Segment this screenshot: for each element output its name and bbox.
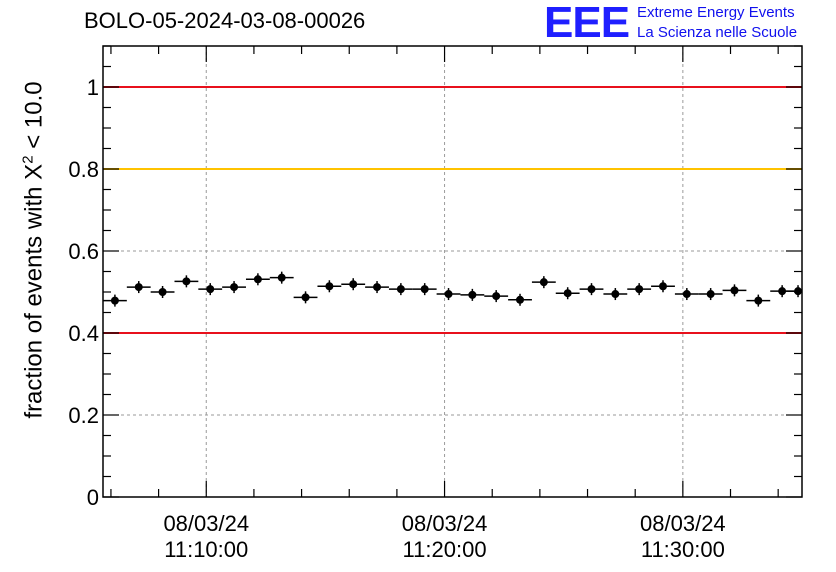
chart-title: BOLO-05-2024-03-08-00026 xyxy=(84,8,366,33)
data-point xyxy=(539,278,548,287)
x-tick-label-date: 08/03/24 xyxy=(163,511,249,536)
x-tick-label-time: 11:20:00 xyxy=(403,537,487,562)
data-point xyxy=(253,275,262,284)
y-tick-label: 0.6 xyxy=(68,239,99,264)
data-point xyxy=(730,286,739,295)
data-point xyxy=(206,285,215,294)
data-point xyxy=(587,285,596,294)
data-point xyxy=(373,283,382,292)
data-point xyxy=(230,283,239,292)
data-point xyxy=(468,290,477,299)
data-point xyxy=(563,289,572,298)
data-point xyxy=(611,290,620,299)
plot-frame xyxy=(102,45,803,498)
data-point xyxy=(420,285,429,294)
data-point xyxy=(635,285,644,294)
data-point xyxy=(492,292,501,301)
logo-text-line-1: Extreme Energy Events xyxy=(637,4,795,21)
data-point xyxy=(325,282,334,291)
eee-logo-mark: EEE xyxy=(544,0,630,47)
data-point xyxy=(349,280,358,289)
data-point xyxy=(110,296,119,305)
data-point xyxy=(754,296,763,305)
logo-text-line-2: La Scienza nelle Scuole xyxy=(637,24,798,41)
eee-logo: EEE Extreme Energy Events La Scienza nel… xyxy=(544,0,836,46)
y-tick-label: 1 xyxy=(87,75,99,100)
data-point xyxy=(277,273,286,282)
data-point xyxy=(778,287,787,296)
data-point xyxy=(396,285,405,294)
data-point xyxy=(158,288,167,296)
data-point xyxy=(682,290,691,299)
data-point xyxy=(794,287,803,296)
data-point xyxy=(658,282,667,291)
data-point xyxy=(706,290,715,299)
data-point xyxy=(134,283,143,292)
x-tick-label-date: 08/03/24 xyxy=(402,511,488,536)
data-point xyxy=(301,293,310,302)
x-tick-label-time: 11:30:00 xyxy=(641,537,725,562)
y-tick-label: 0.2 xyxy=(68,403,99,428)
y-tick-label: 0 xyxy=(87,485,99,510)
x-tick-label-time: 11:10:00 xyxy=(164,537,248,562)
data-point xyxy=(444,290,453,299)
x-tick-label-date: 08/03/24 xyxy=(640,511,726,536)
data-point xyxy=(516,295,525,304)
y-tick-label: 0.4 xyxy=(68,321,99,346)
data-point xyxy=(182,277,191,286)
y-tick-label: 0.8 xyxy=(68,157,99,182)
